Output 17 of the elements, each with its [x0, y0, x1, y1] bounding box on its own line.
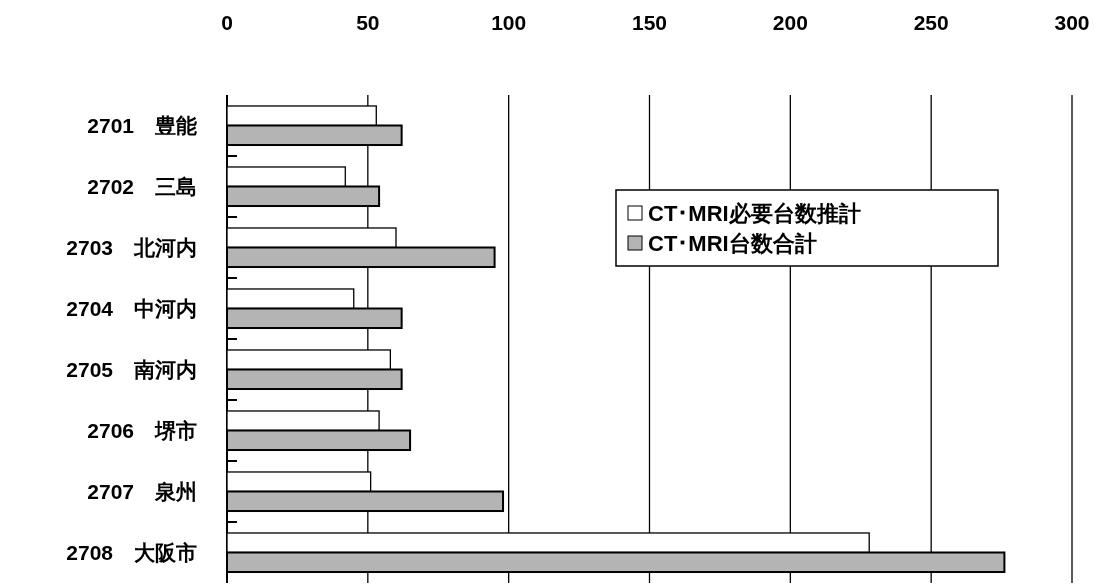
legend-label: CT･MRI必要台数推計	[648, 201, 861, 226]
x-tick-label: 100	[491, 11, 527, 34]
x-tick-label: 50	[356, 11, 380, 34]
y-tick-label: 2706 堺市	[87, 418, 197, 442]
y-tick-label: 2703 北河内	[66, 235, 197, 259]
x-tick-label: 150	[631, 11, 668, 34]
y-tick-label: 2704 中河内	[66, 296, 197, 320]
y-tick-label: 2705 南河内	[66, 357, 197, 381]
y-tick-label: 2708 大阪市	[66, 540, 197, 564]
x-tick-label: 250	[913, 11, 949, 34]
x-tick-label: 300	[1054, 11, 1090, 34]
x-tick-label: 200	[772, 11, 808, 34]
x-tick-label: 0	[221, 11, 233, 34]
y-tick-label: 2707 泉州	[87, 479, 197, 503]
legend-label: CT･MRI台数合計	[648, 231, 817, 256]
y-tick-label: 2702 三島	[87, 174, 197, 198]
y-tick-label: 2701 豊能	[87, 113, 197, 137]
